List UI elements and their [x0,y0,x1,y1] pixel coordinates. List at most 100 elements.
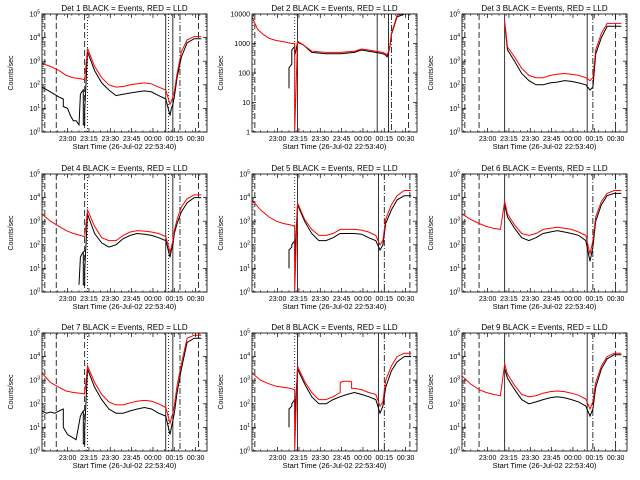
y-axis-label: Counts/sec [218,374,225,410]
x-tick-label: 00:15 [166,455,184,462]
y-tick-label: 102 [239,399,250,408]
y-tick-label: 104 [29,352,40,361]
y-axis-label: Counts/sec [428,374,435,410]
y-axis-label: Counts/sec [8,374,15,410]
x-tick-label: 00:15 [376,296,394,303]
x-tick-label: 00:15 [376,455,394,462]
x-tick-label: 00:15 [166,136,184,143]
y-tick-label: 100 [239,447,250,456]
x-tick-label: 00:15 [586,296,604,303]
x-tick-label: 00:00 [564,455,582,462]
x-tick-label: 00:30 [187,455,205,462]
x-tick-label: 00:00 [564,136,582,143]
x-tick-label: 00:00 [144,136,162,143]
y-tick-label: 103 [449,57,460,66]
series-lld-line [252,14,403,132]
panel-title: Det 4 BLACK = Events, RED = LLD [61,164,188,173]
y-tick-label: 100 [29,128,40,137]
x-axis-label: Start Time (26-Jul-02 22:53:40) [73,142,177,151]
x-tick-label: 00:30 [607,136,625,143]
x-tick-label: 23:45 [333,296,351,303]
y-tick-label: 101 [29,423,40,432]
series-events-line [504,354,622,418]
y-tick-label: 100 [29,447,40,456]
y-tick-label: 100 [29,288,40,297]
series-lld-line [252,352,412,451]
x-tick-label: 23:15 [80,455,98,462]
panel-title: Det 6 BLACK = Events, RED = LLD [481,164,608,173]
y-tick-label: 101 [449,104,460,113]
panel-det-2: 1 10 100 1000 10000 23:00 23:15 23:30 23:45 00:00… [218,4,418,151]
y-tick-label: 1 [246,130,250,137]
y-tick-label: 103 [449,376,460,385]
series-events-line [288,356,412,428]
x-tick-label: 23:30 [312,296,330,303]
plot-frame [251,173,418,293]
x-tick-label: 00:30 [397,136,415,143]
panel-title: Det 2 BLACK = Events, RED = LLD [271,4,398,13]
y-tick-label: 105 [239,329,250,338]
y-tick-label: 102 [29,399,40,408]
series-lld-line [462,190,622,255]
series-lld-line [504,21,622,82]
y-tick-label: 105 [239,170,250,179]
plot-frame [41,173,208,293]
x-tick-label: 23:45 [123,455,141,462]
x-tick-label: 00:00 [354,455,372,462]
y-tick-label: 103 [239,376,250,385]
x-tick-label: 23:45 [543,296,561,303]
x-tick-label: 23:45 [123,136,141,143]
y-axis-label: Counts/sec [428,55,435,91]
plot-frame [41,13,208,133]
y-tick-label: 10 [242,100,250,107]
y-tick-label: 102 [449,80,460,89]
x-tick-label: 00:15 [376,136,394,143]
y-tick-label: 102 [449,240,460,249]
y-tick-label: 103 [29,217,40,226]
y-tick-label: 100 [449,447,460,456]
y-tick-label: 101 [239,423,250,432]
y-tick-label: 104 [239,352,250,361]
y-tick-label: 101 [239,264,250,273]
series-events-line [504,192,622,262]
x-tick-label: 00:00 [354,136,372,143]
x-tick-label: 23:15 [500,136,518,143]
x-tick-label: 23:30 [102,136,120,143]
x-tick-label: 23:00 [269,136,287,143]
x-tick-label: 00:00 [564,296,582,303]
plot-frame [461,13,628,133]
x-tick-label: 00:30 [187,296,205,303]
y-tick-label: 100 [449,288,460,297]
panel-title: Det 3 BLACK = Events, RED = LLD [481,4,608,13]
x-axis-label: Start Time (26-Jul-02 22:53:40) [283,142,387,151]
x-tick-label: 23:15 [500,296,518,303]
panel-title: Det 9 BLACK = Events, RED = LLD [481,323,608,332]
series-lld-line [462,352,622,411]
y-tick-label: 10000 [231,12,251,19]
x-tick-label: 23:30 [312,455,330,462]
y-tick-label: 103 [29,376,40,385]
x-tick-label: 23:00 [479,136,497,143]
plot-frame [461,173,628,293]
x-axis-label: Start Time (26-Jul-02 22:53:40) [73,461,177,470]
y-tick-label: 104 [29,33,40,42]
x-tick-label: 23:15 [290,136,308,143]
plot-frame [461,332,628,452]
y-tick-label: 104 [449,193,460,202]
y-tick-label: 101 [29,264,40,273]
y-tick-label: 105 [29,10,40,19]
y-tick-label: 104 [29,193,40,202]
x-tick-label: 23:45 [543,455,561,462]
x-tick-label: 23:15 [290,455,308,462]
series-events-line [42,337,202,445]
y-tick-label: 103 [239,217,250,226]
x-tick-label: 00:15 [586,136,604,143]
y-tick-label: 101 [449,423,460,432]
y-tick-label: 102 [29,80,40,89]
y-tick-label: 102 [449,399,460,408]
